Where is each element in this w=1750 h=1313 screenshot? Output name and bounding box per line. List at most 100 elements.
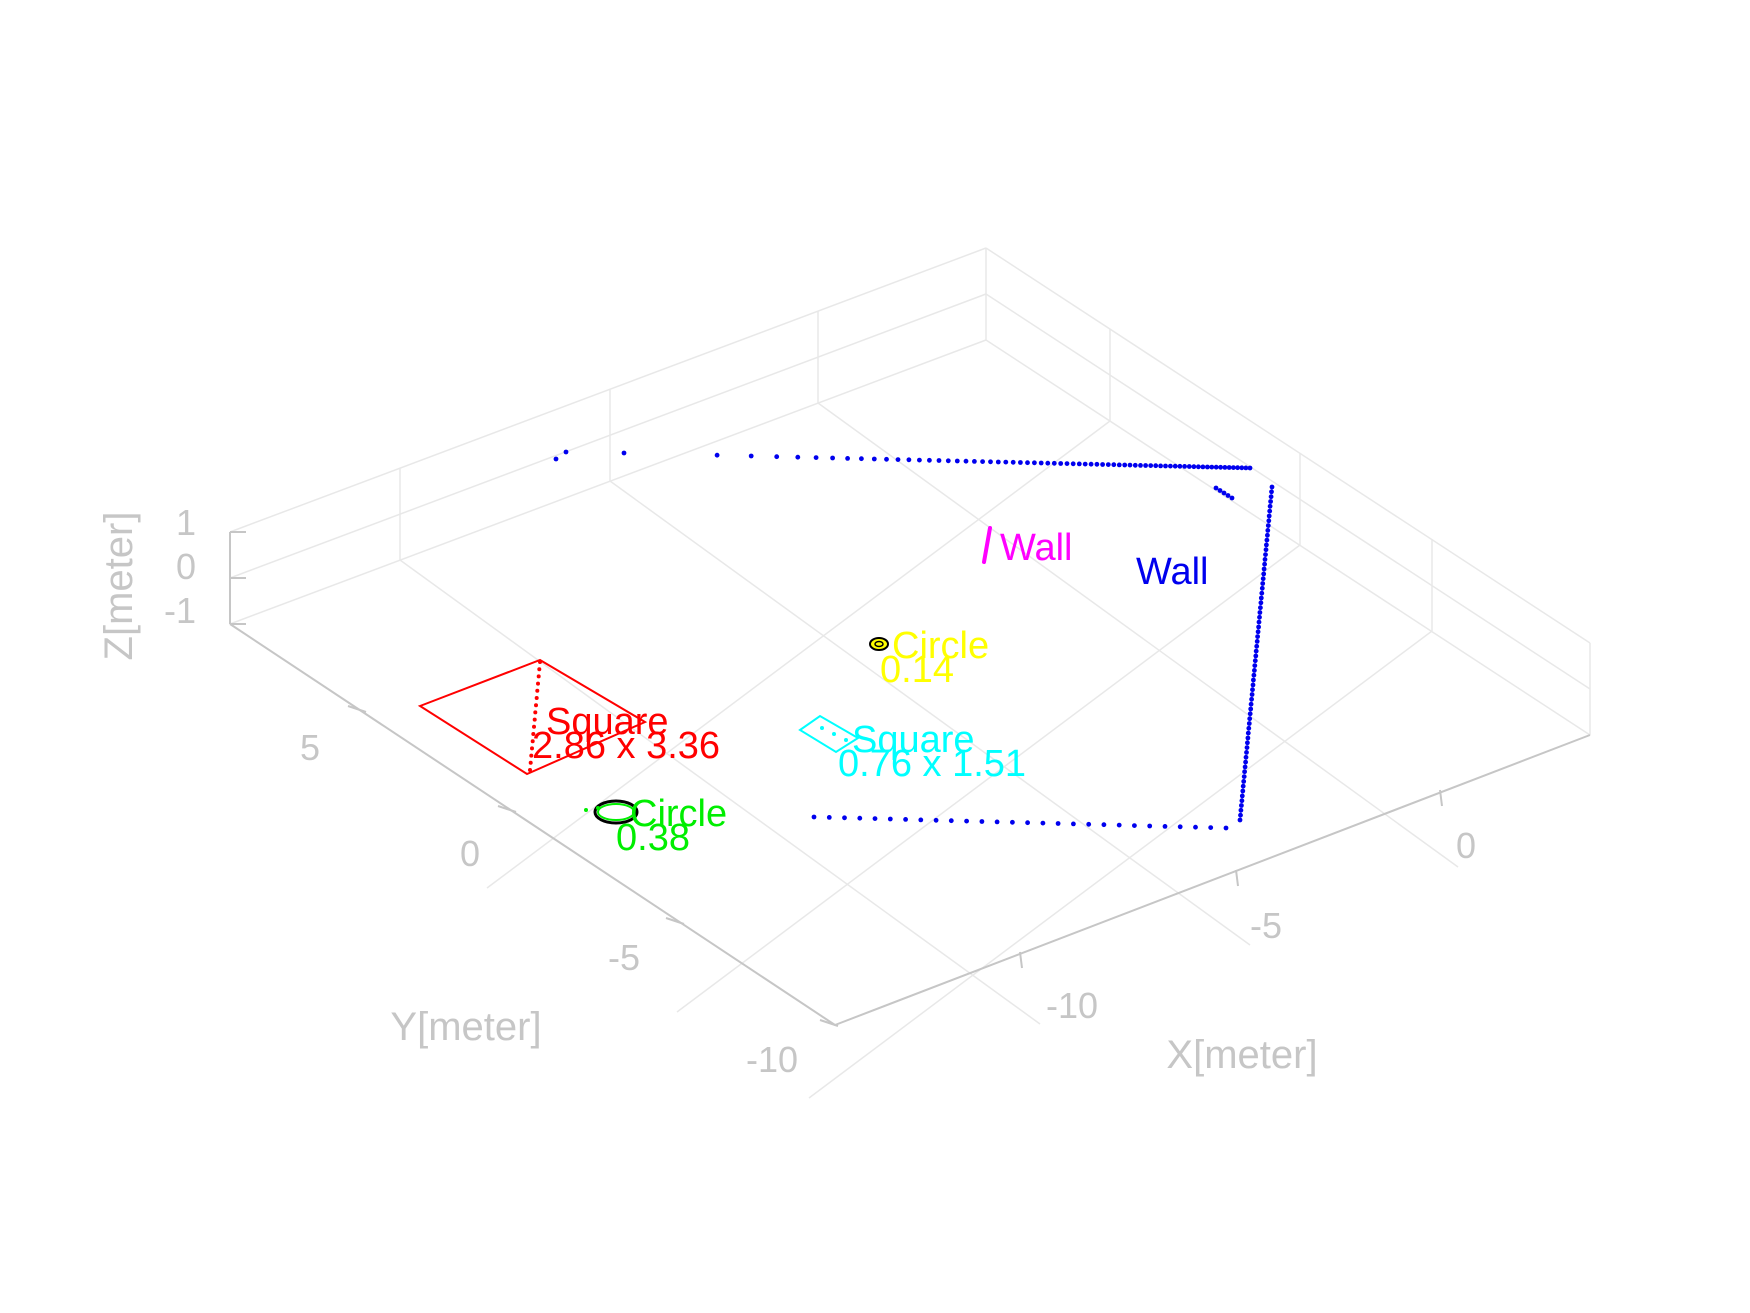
wall-blue-point	[1076, 461, 1082, 467]
wall-blue-point	[1257, 614, 1262, 620]
wall-blue-point	[1088, 461, 1094, 467]
wall-blue-point	[1101, 822, 1107, 828]
wall-blue-point	[1267, 503, 1273, 509]
wall-blue-point	[1147, 823, 1153, 829]
wall-blue-point	[1226, 465, 1232, 470]
square-red-size: 2.86 x 3.36	[532, 725, 720, 767]
wall-blue-point	[553, 456, 559, 462]
wall-blue-point	[906, 457, 912, 463]
square-red-point	[530, 746, 534, 751]
circle-yellow-size: 0.14	[880, 649, 954, 691]
wall-blue-point	[1239, 465, 1245, 471]
wall-blue-point	[1058, 461, 1064, 466]
wall-blue-point	[1225, 493, 1231, 498]
circle-green-points	[584, 806, 600, 812]
wall-blue-point	[1256, 619, 1262, 625]
wall-blue-point	[1246, 721, 1252, 726]
square-red-point	[530, 739, 535, 744]
wall-blue-point	[1261, 566, 1267, 572]
wall-blue-point	[1243, 759, 1248, 765]
wall-blue-point	[1186, 464, 1192, 469]
wall-blue-point	[954, 458, 960, 464]
y-axis-label: Y[meter]	[390, 1005, 541, 1049]
axes-lines	[229, 531, 1591, 1027]
wall-blue-point	[1168, 463, 1173, 469]
wall-blue-point	[1193, 824, 1198, 830]
y-tick-minus-10: -10	[746, 1039, 798, 1080]
wall-blue-point	[830, 455, 835, 461]
square-red-point	[531, 732, 536, 736]
circle-green-inner	[597, 803, 635, 821]
wall-blue-point	[1245, 730, 1251, 736]
wall-blue-point	[871, 456, 877, 462]
wall-blue-point	[887, 816, 893, 822]
wall-blue-point	[1240, 783, 1246, 789]
wall-blue-point	[1243, 465, 1249, 471]
wall-blue-point	[994, 819, 1000, 825]
wall-blue-point	[1247, 711, 1253, 717]
wall-blue-point	[1208, 825, 1214, 830]
square-red-point	[538, 660, 542, 664]
wall-blue-point	[1138, 463, 1143, 468]
wall-blue-point	[936, 458, 942, 463]
wall-blue-point	[1003, 459, 1009, 465]
wall-blue-point	[1248, 701, 1254, 707]
circle-yellow-label: Circle	[892, 625, 989, 667]
wall-blue-point	[1258, 605, 1263, 611]
wall-blue-point	[1247, 465, 1253, 471]
wall-blue-point	[1252, 668, 1257, 673]
wall-blue-point	[1259, 585, 1265, 591]
wall-blue-point	[813, 455, 819, 460]
wall-blue-point	[1258, 600, 1264, 606]
wall-blue-point	[1071, 821, 1076, 827]
square-red-point	[537, 667, 542, 672]
wall-blue-point	[1237, 817, 1243, 823]
wall-blue-point	[1254, 643, 1260, 649]
wall-blue-point	[1251, 677, 1256, 683]
wall-blue-point	[1158, 463, 1163, 469]
wall-blue-point	[980, 459, 985, 464]
wall-blue-point	[1245, 740, 1250, 746]
wall-blue-point	[1251, 672, 1257, 678]
wall-blue-point	[1244, 750, 1249, 755]
wall-blue-point	[1148, 463, 1154, 468]
wall-blue-point	[964, 818, 969, 824]
square-red-outline	[417, 658, 648, 776]
wall-blue-point	[1261, 571, 1267, 577]
wall-blue-point	[1116, 462, 1122, 468]
wall-blue-point	[1266, 518, 1272, 524]
wall-blue-point	[1259, 590, 1265, 596]
wall-blue-point	[1038, 460, 1044, 466]
wall-blue-point	[842, 815, 847, 821]
wall-blue-point	[1264, 542, 1269, 548]
wall-blue-point	[1153, 463, 1159, 469]
wall-blue-point	[1269, 484, 1275, 490]
wall-blue-point	[1265, 532, 1270, 538]
z-tick-minus-1: -1	[164, 590, 196, 631]
wall-blue-point	[1100, 462, 1105, 467]
wall-blue-point	[945, 458, 951, 464]
wall-blue-point	[1267, 508, 1273, 514]
x-axis-line	[834, 734, 1591, 1026]
square-red-point	[536, 674, 541, 679]
wall-blue-point	[948, 818, 954, 824]
wall-blue-point	[1244, 745, 1250, 750]
wall-blue-point	[1238, 812, 1243, 818]
wall-blue-point	[1032, 460, 1037, 466]
wall-blue-point	[1205, 464, 1210, 470]
wall-blue-point	[1025, 460, 1030, 466]
wall-blue-point	[917, 457, 922, 463]
wall-magenta-label: Wall	[1000, 527, 1072, 569]
wall-blue-point	[1238, 807, 1244, 813]
wall-blue-point	[1051, 460, 1057, 466]
wall-blue-point	[1025, 820, 1030, 826]
wall-blue-point	[1070, 461, 1076, 467]
square-red-point	[534, 696, 539, 700]
wall-magenta-segment	[982, 526, 992, 564]
wall-blue-point	[1265, 528, 1271, 533]
wall-blue-point	[1182, 464, 1187, 469]
wall-blue-point	[933, 817, 939, 823]
wall-blue-point	[1260, 581, 1266, 586]
wall-blue-point	[1269, 489, 1274, 495]
wall-blue-point	[1241, 779, 1247, 784]
